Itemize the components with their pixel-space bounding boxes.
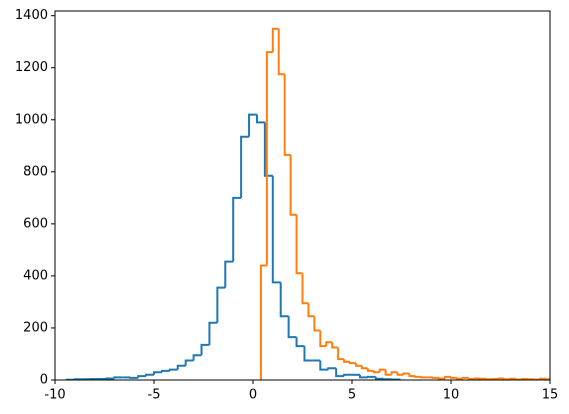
hist-step [539,377,547,380]
hist-step [485,378,493,380]
x-tick-label: 10 [443,388,460,403]
hist-step [382,378,392,380]
hist-step [224,260,234,288]
hist-step [295,337,305,348]
hist-step [307,303,315,318]
hist-step [145,373,154,377]
hist-step [384,369,392,376]
y-tick-label: 200 [23,320,48,335]
hist-step [319,330,327,348]
y-tick-label: 600 [23,216,48,231]
hist-step [192,354,202,361]
hist-step [414,375,422,378]
hist-step [396,372,404,376]
hist-step [313,316,321,332]
hist-step [277,28,285,76]
hist-step [515,378,523,380]
hist-step [349,361,356,365]
hist-step [259,264,267,380]
hist-step [240,135,250,198]
hist-step [450,376,457,379]
plot-area [65,27,558,380]
axes-frame [54,10,551,381]
hist-step [497,377,505,380]
hist-step [184,359,194,366]
hist-step [360,365,368,370]
hist-step [366,375,376,378]
hist-step [255,114,265,124]
hist-step [271,27,279,53]
y-tick-label: 1200 [15,60,48,75]
hist-step [153,371,162,375]
hist-step [374,376,384,380]
x-tick-label: -10 [44,388,65,403]
hist-step [343,359,351,363]
hist-step [301,273,309,305]
hist-step [295,214,303,275]
hist-step [335,368,345,378]
hist-step [129,376,139,379]
hist-step [137,375,147,378]
hist-step [408,373,416,378]
y-tick-label: 1400 [15,8,48,23]
x-tick-label: -5 [148,388,161,403]
hist-step [113,376,123,379]
hist-step [200,343,210,356]
hist-step [327,367,337,370]
hist-step [325,341,333,347]
hist-step [283,74,291,156]
hist-step [521,377,529,380]
hist-step [503,378,511,380]
hist-step [552,379,558,380]
hist-step [279,282,289,318]
hist-step [378,368,386,373]
hist-step [358,374,368,379]
hist-step [319,360,329,371]
hist-step [160,369,170,373]
hist-step [176,364,186,370]
hist-step [372,370,380,374]
hist-step [208,321,218,345]
y-tick-label: 800 [23,164,48,179]
x-tick-label: 0 [249,388,257,403]
hist-step [354,363,362,367]
hist-step [438,377,446,380]
hist-step [337,347,345,361]
hist-step [509,377,517,380]
hist-step [467,377,475,380]
hist-step [473,377,481,380]
hist-step [402,372,410,375]
hist-step [168,368,178,371]
hist-step [216,286,226,323]
hist-step [248,113,257,137]
x-tick-label: 15 [542,388,559,403]
hist-step [265,51,273,266]
hist-step [287,316,297,339]
hist-step [432,376,440,379]
y-tick-label: 0 [40,373,48,388]
y-tick-label: 1000 [15,112,48,127]
hist-step [343,373,352,377]
x-tick-label: 5 [348,388,356,403]
hist-step [331,342,339,349]
hist-step [444,375,451,379]
hist-step [455,377,463,380]
hist-step [390,371,398,375]
y-tick-label: 400 [23,268,48,283]
hist-step [420,376,428,379]
hist-step [105,377,115,380]
hist-step [263,122,273,177]
hist-step [545,378,550,380]
hist-step [461,376,469,379]
hist-step [366,368,374,372]
hist-step [303,346,313,362]
hist-step [271,175,281,284]
hist-step [232,196,242,262]
hist-step [289,154,297,216]
